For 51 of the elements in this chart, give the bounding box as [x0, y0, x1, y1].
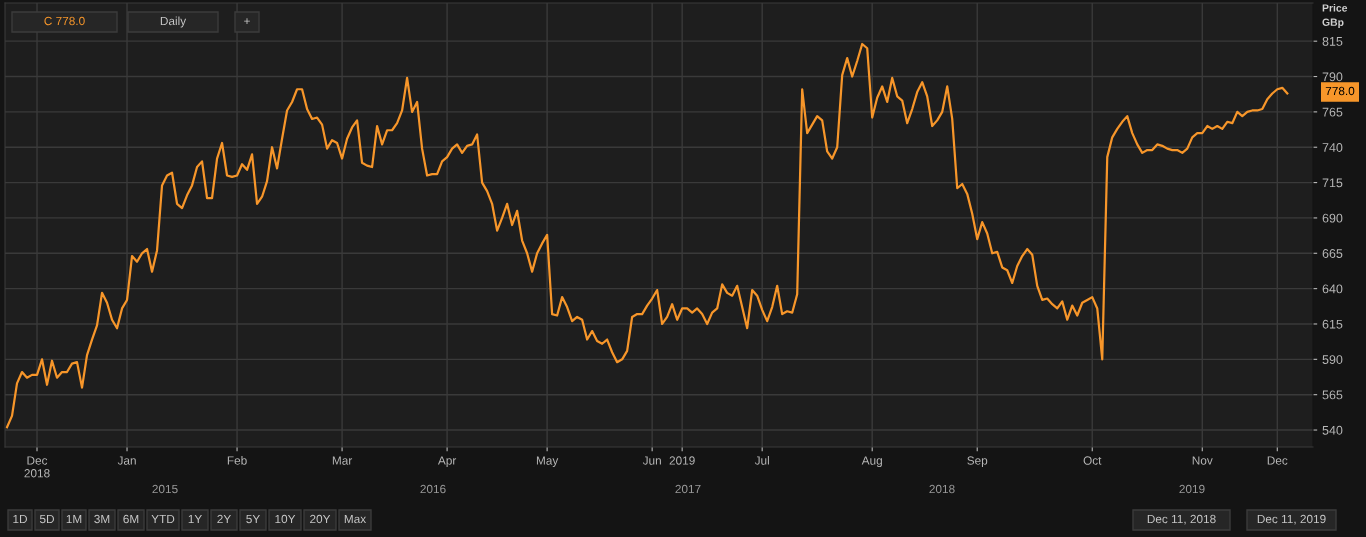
y-tick-label: 790	[1322, 72, 1343, 82]
text: 1M	[66, 514, 82, 524]
text: 5Y	[246, 514, 260, 524]
text: Dec 11, 2019	[1257, 514, 1326, 525]
text: 1Y	[188, 514, 202, 524]
text: 2015	[152, 484, 178, 494]
line-series	[5, 42, 1289, 429]
text: 2018	[929, 484, 955, 494]
text: 2019	[1179, 484, 1205, 494]
y-tick-label: 690	[1322, 213, 1343, 223]
x-tick-label: 2019	[669, 456, 695, 465]
y-tick-label: 765	[1322, 107, 1343, 117]
y-axis-title: Price GBp	[1322, 4, 1348, 28]
x-tick-label: Sep	[967, 456, 988, 468]
text: 6M	[123, 514, 139, 524]
x-tick-label: May	[536, 456, 559, 468]
y-tick-label: 715	[1322, 178, 1343, 188]
x-tick-label: Aug	[861, 456, 882, 468]
annotation: +	[244, 18, 250, 25]
text: 778.0	[1325, 86, 1355, 96]
text: 10Y	[275, 514, 296, 524]
text: YTD	[151, 514, 175, 524]
text: 2017	[675, 484, 701, 494]
x-tick-label: Jun	[642, 456, 661, 465]
text: 20Y	[310, 514, 331, 524]
x-tick-label: Jul	[754, 456, 769, 465]
y-tick-label: 565	[1322, 390, 1343, 400]
x-tick-label: Dec	[1267, 456, 1288, 465]
y-tick-label: 615	[1322, 319, 1343, 329]
x-tick-label: Nov	[1192, 456, 1213, 465]
y-tick-label: 590	[1322, 355, 1343, 364]
y-tick-label: 815	[1322, 36, 1343, 46]
text: 3M	[94, 514, 110, 524]
text: 5D	[39, 514, 54, 524]
text: Max	[344, 514, 367, 524]
y-tick-label: 740	[1322, 143, 1343, 152]
x-tick-label: Dec 2018	[24, 456, 50, 478]
text: Dec 11, 2018	[1147, 514, 1216, 525]
annotation: C 778.0	[44, 16, 85, 26]
x-tick-label: Mar	[332, 456, 353, 465]
y-tick-label: 665	[1322, 249, 1343, 258]
annotation: Daily	[160, 16, 187, 28]
y-tick-label: 540	[1322, 425, 1343, 435]
x-tick-label: Apr	[437, 456, 457, 468]
x-tick-label: Feb	[227, 456, 247, 465]
text: 2016	[420, 484, 446, 494]
y-tick-label: 640	[1322, 284, 1343, 294]
x-tick-label: Jan	[117, 456, 136, 465]
x-tick-label: Oct	[1083, 456, 1102, 465]
text: 1D	[13, 514, 27, 524]
text: 2Y	[217, 514, 231, 524]
